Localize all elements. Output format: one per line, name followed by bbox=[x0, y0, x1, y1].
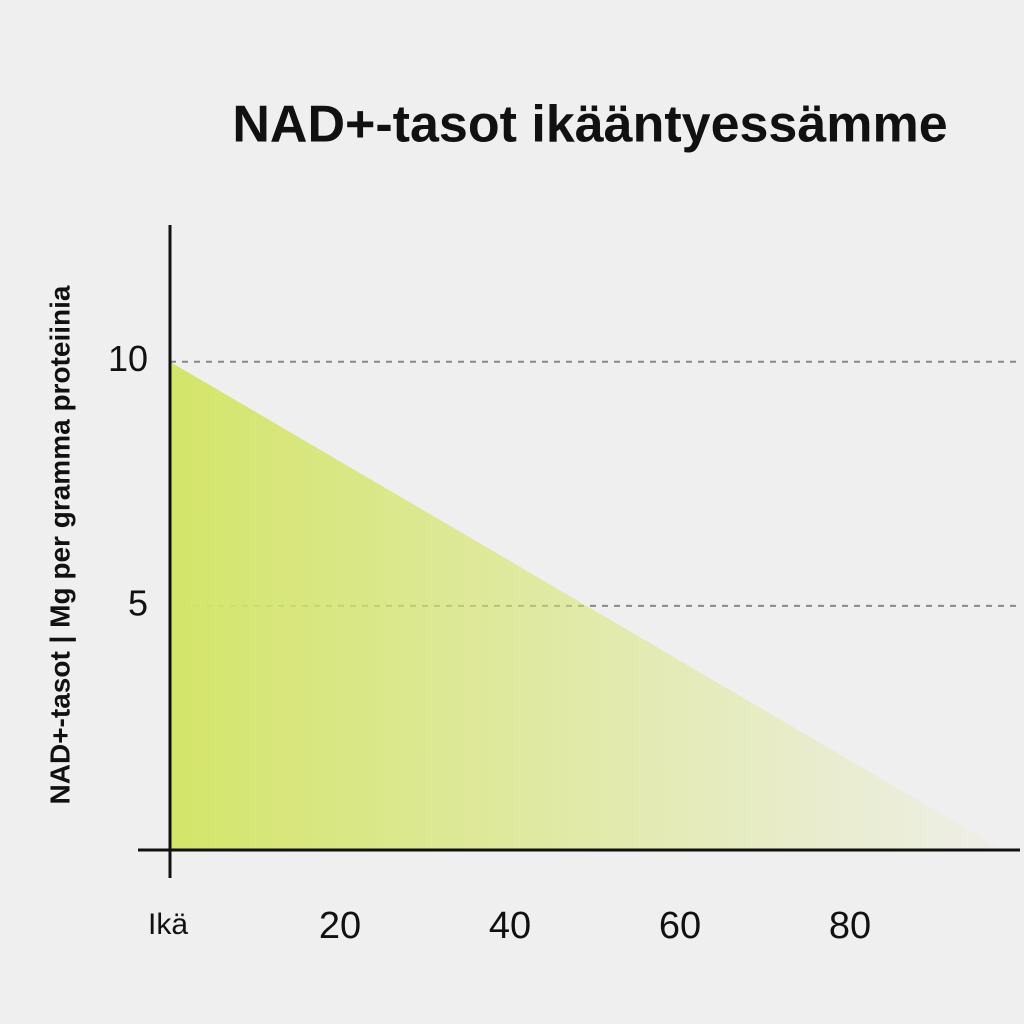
x-tick-label: 60 bbox=[659, 905, 701, 947]
chart-title: NAD+-tasot ikääntyessämme bbox=[232, 96, 947, 154]
x-axis-label: Ikä bbox=[148, 908, 188, 941]
x-tick-label: 20 bbox=[319, 905, 361, 947]
y-axis-label: NAD+-tasot | Mg per gramma proteiinia bbox=[44, 285, 75, 804]
y-tick-label: 10 bbox=[108, 338, 148, 379]
area bbox=[170, 361, 1003, 850]
y-tick-label: 5 bbox=[128, 582, 148, 623]
x-tick-label: 40 bbox=[489, 905, 531, 947]
x-tick-label: 80 bbox=[829, 905, 871, 947]
